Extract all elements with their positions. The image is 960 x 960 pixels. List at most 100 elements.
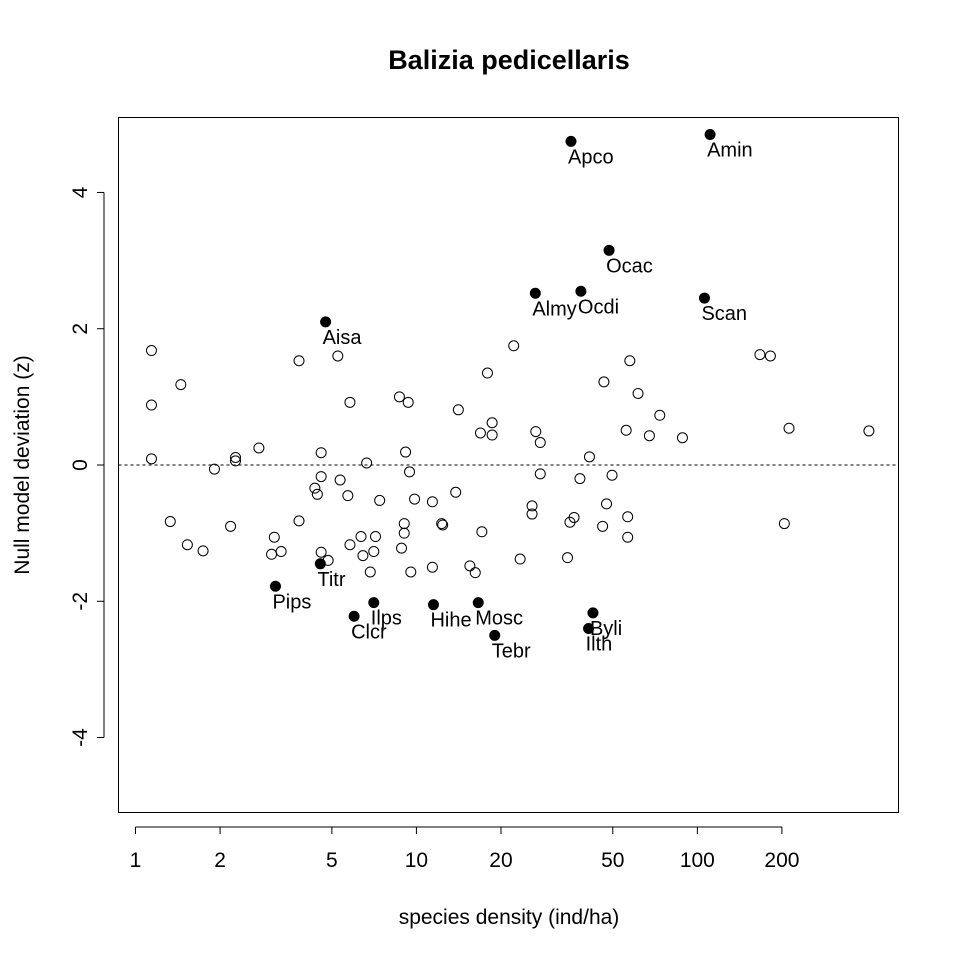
data-point — [315, 447, 327, 459]
highlighted-point — [603, 244, 615, 256]
data-point — [574, 473, 586, 485]
data-point — [464, 560, 476, 572]
point-label: Amin — [707, 140, 753, 162]
highlighted-point — [368, 597, 380, 609]
highlighted-point — [320, 316, 332, 328]
data-point — [863, 425, 875, 437]
data-point — [643, 430, 655, 442]
x-tick-label: 50 — [601, 849, 624, 872]
data-point — [624, 355, 636, 367]
highlighted-point — [269, 580, 281, 592]
data-point — [334, 474, 346, 486]
data-point — [393, 391, 405, 403]
x-tick-label: 10 — [405, 849, 428, 872]
data-point — [783, 422, 795, 434]
x-tick-label: 100 — [680, 849, 715, 872]
x-tick-label: 200 — [764, 849, 799, 872]
y-axis: -4 -2 0 2 4 — [69, 186, 105, 747]
data-point — [253, 442, 265, 454]
point-label: Apco — [568, 146, 614, 168]
data-point — [764, 350, 776, 362]
data-point — [405, 566, 417, 578]
highlighted-point — [698, 292, 710, 304]
data-point — [402, 396, 414, 408]
point-label: Pips — [272, 591, 311, 613]
data-point — [754, 349, 766, 361]
data-point — [526, 508, 538, 520]
data-points — [145, 129, 875, 641]
y-axis-label: Null model deviation (z) — [11, 355, 34, 574]
data-point — [164, 516, 176, 528]
data-point — [534, 437, 546, 449]
data-point — [409, 493, 421, 505]
highlighted-point — [583, 623, 595, 635]
data-point — [230, 452, 242, 464]
highlighted-point — [472, 597, 484, 609]
data-point — [562, 552, 574, 564]
y-tick-label: 2 — [69, 323, 92, 335]
highlighted-point — [565, 135, 577, 147]
point-label: Mosc — [475, 608, 523, 630]
data-point — [583, 451, 595, 463]
data-point — [437, 519, 449, 531]
data-point — [181, 539, 193, 551]
data-point — [293, 515, 305, 527]
data-point — [481, 367, 493, 379]
data-point — [778, 518, 790, 530]
data-point — [530, 426, 542, 438]
point-label: Ilth — [586, 634, 613, 656]
data-point — [355, 531, 367, 543]
data-point — [622, 531, 634, 543]
data-point — [266, 548, 278, 560]
data-point — [332, 350, 344, 362]
highlighted-point — [529, 287, 541, 299]
highlighted-point — [348, 610, 360, 622]
point-label: Ocac — [606, 255, 653, 277]
data-point — [474, 427, 486, 439]
highlighted-point — [314, 558, 326, 570]
point-label: Tebr — [492, 640, 531, 662]
data-point — [145, 399, 157, 411]
data-point — [311, 488, 323, 500]
data-point — [197, 545, 209, 557]
point-label: Aisa — [323, 327, 363, 349]
data-point — [654, 409, 666, 421]
x-axis: 1 2 5 10 20 50 100 200 — [130, 826, 799, 872]
point-label: Ocdi — [578, 296, 619, 318]
data-point — [268, 531, 280, 543]
data-point — [404, 466, 416, 478]
data-point — [145, 345, 157, 357]
data-point — [344, 539, 356, 551]
y-tick-label: 4 — [69, 186, 92, 198]
point-label: Clcr — [351, 621, 387, 643]
data-point — [374, 494, 386, 506]
data-point — [398, 527, 410, 539]
data-point — [309, 482, 321, 494]
x-tick-label: 5 — [326, 849, 338, 872]
data-point — [342, 490, 354, 502]
data-point — [175, 379, 187, 391]
chart-title: Balizia pedicellaris — [388, 45, 630, 75]
point-labels: Apco Amin Ocac Almy Ocdi Scan Aisa Titr Pips Ilps… — [272, 140, 752, 663]
x-tick-label: 1 — [130, 849, 142, 872]
point-label: Hihe — [430, 610, 471, 632]
data-point — [476, 526, 488, 538]
highlighted-point — [704, 129, 716, 141]
data-point — [400, 446, 412, 458]
data-point — [508, 340, 520, 352]
data-point — [534, 468, 546, 480]
data-point — [606, 469, 618, 481]
data-point — [597, 520, 609, 532]
data-point — [514, 553, 526, 565]
data-point — [315, 546, 327, 558]
data-point — [598, 376, 610, 388]
data-point — [436, 518, 448, 530]
data-point — [426, 561, 438, 573]
data-point — [620, 424, 632, 436]
data-point — [344, 396, 356, 408]
data-point — [526, 500, 538, 512]
x-tick-label: 2 — [214, 849, 226, 872]
data-point — [632, 387, 644, 399]
